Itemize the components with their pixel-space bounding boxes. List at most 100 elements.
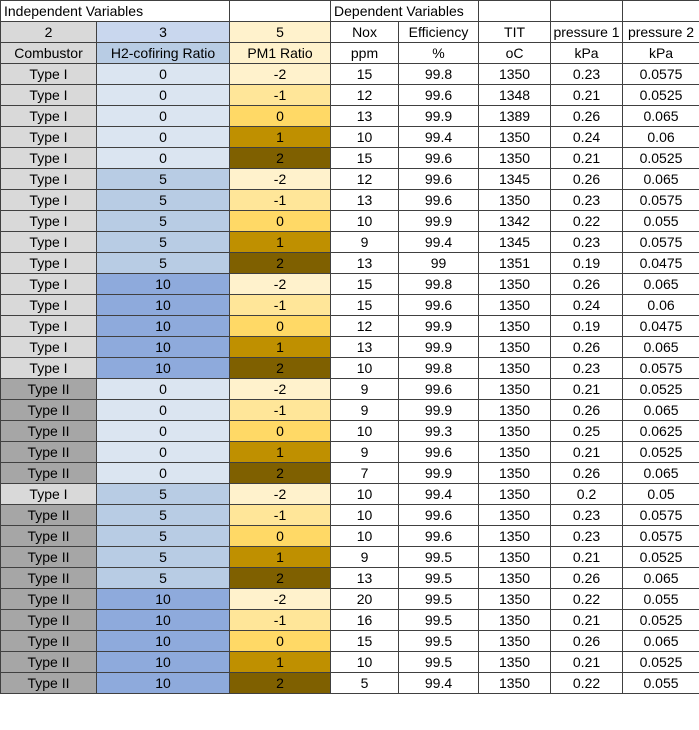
- h2-ratio-cell[interactable]: 5: [95, 210, 231, 232]
- efficiency-cell[interactable]: 99.4: [398, 672, 480, 694]
- nox-cell[interactable]: 12: [330, 84, 400, 106]
- efficiency-cell[interactable]: 99.5: [398, 588, 480, 610]
- pressure2-cell[interactable]: 0.055: [622, 210, 699, 232]
- pm1-ratio-cell[interactable]: 2: [229, 462, 332, 484]
- empty-cell[interactable]: [229, 0, 332, 22]
- tit-cell[interactable]: 1350: [478, 147, 552, 169]
- independent-variables-header-cell[interactable]: Independent Variables: [0, 0, 231, 22]
- column-header-pm1-ratio[interactable]: PM1 Ratio: [229, 42, 332, 64]
- pm1-ratio-cell[interactable]: -1: [229, 399, 332, 421]
- nox-cell[interactable]: 10: [330, 525, 400, 547]
- pressure1-cell[interactable]: 0.24: [550, 294, 624, 316]
- efficiency-cell[interactable]: 99.5: [398, 546, 480, 568]
- empty-cell[interactable]: [478, 0, 552, 22]
- combustor-cell[interactable]: Type I: [0, 126, 97, 148]
- h2-ratio-cell[interactable]: 5: [95, 504, 231, 526]
- h2-ratio-cell[interactable]: 0: [95, 462, 231, 484]
- tit-cell[interactable]: 1350: [478, 357, 552, 379]
- tit-cell[interactable]: 1350: [478, 609, 552, 631]
- efficiency-cell[interactable]: 99.9: [398, 399, 480, 421]
- efficiency-cell[interactable]: 99.6: [398, 525, 480, 547]
- pressure2-cell[interactable]: 0.0625: [622, 420, 699, 442]
- pressure1-cell[interactable]: 0.23: [550, 525, 624, 547]
- nox-cell[interactable]: 9: [330, 546, 400, 568]
- nox-cell[interactable]: 10: [330, 483, 400, 505]
- combustor-cell[interactable]: Type I: [0, 315, 97, 337]
- pm1-ratio-cell[interactable]: -1: [229, 504, 332, 526]
- tit-cell[interactable]: 1345: [478, 168, 552, 190]
- h2-ratio-cell[interactable]: 10: [95, 273, 231, 295]
- nox-cell[interactable]: 15: [330, 294, 400, 316]
- combustor-cell[interactable]: Type II: [0, 525, 97, 547]
- pressure2-cell[interactable]: 0.0525: [622, 84, 699, 106]
- combustor-cell[interactable]: Type I: [0, 357, 97, 379]
- pressure1-cell[interactable]: 0.23: [550, 231, 624, 253]
- efficiency-cell[interactable]: 99.5: [398, 630, 480, 652]
- nox-cell[interactable]: 9: [330, 441, 400, 463]
- combustor-cell[interactable]: Type II: [0, 546, 97, 568]
- pm1-ratio-cell[interactable]: 2: [229, 567, 332, 589]
- tit-cell[interactable]: 1350: [478, 504, 552, 526]
- dependent-variables-header-cell[interactable]: Dependent Variables: [330, 0, 480, 22]
- nox-cell[interactable]: 10: [330, 126, 400, 148]
- nox-cell[interactable]: 9: [330, 399, 400, 421]
- pm1-ratio-cell[interactable]: -2: [229, 168, 332, 190]
- efficiency-cell[interactable]: 99.5: [398, 567, 480, 589]
- pressure2-cell[interactable]: 0.0525: [622, 546, 699, 568]
- pm1-ratio-cell[interactable]: -2: [229, 273, 332, 295]
- h2-ratio-cell[interactable]: 0: [95, 420, 231, 442]
- pressure2-cell[interactable]: 0.0475: [622, 315, 699, 337]
- tit-cell[interactable]: 1345: [478, 231, 552, 253]
- pressure2-cell[interactable]: 0.055: [622, 672, 699, 694]
- empty-cell[interactable]: [622, 0, 699, 22]
- combustor-cell[interactable]: Type I: [0, 252, 97, 274]
- column-header-efficiency[interactable]: Efficiency: [398, 21, 480, 43]
- pressure2-cell[interactable]: 0.065: [622, 567, 699, 589]
- combustor-cell[interactable]: Type II: [0, 567, 97, 589]
- tit-cell[interactable]: 1342: [478, 210, 552, 232]
- combustor-cell[interactable]: Type II: [0, 462, 97, 484]
- efficiency-cell[interactable]: 99.4: [398, 483, 480, 505]
- pm1-ratio-cell[interactable]: -2: [229, 483, 332, 505]
- h2-ratio-cell[interactable]: 10: [95, 336, 231, 358]
- column-header-nox[interactable]: Nox: [330, 21, 400, 43]
- efficiency-cell[interactable]: 99.6: [398, 441, 480, 463]
- efficiency-cell[interactable]: 99.9: [398, 315, 480, 337]
- efficiency-cell[interactable]: 99.4: [398, 126, 480, 148]
- tit-cell[interactable]: 1350: [478, 546, 552, 568]
- tit-cell[interactable]: 1350: [478, 273, 552, 295]
- tit-cell[interactable]: 1350: [478, 189, 552, 211]
- nox-cell[interactable]: 13: [330, 105, 400, 127]
- pressure1-cell[interactable]: 0.22: [550, 672, 624, 694]
- nox-cell[interactable]: 13: [330, 252, 400, 274]
- combustor-cell[interactable]: Type I: [0, 231, 97, 253]
- pressure1-cell[interactable]: 0.26: [550, 630, 624, 652]
- pressure2-cell[interactable]: 0.0575: [622, 231, 699, 253]
- pressure1-cell[interactable]: 0.23: [550, 357, 624, 379]
- h2-ratio-cell[interactable]: 0: [95, 84, 231, 106]
- tit-cell[interactable]: 1350: [478, 420, 552, 442]
- efficiency-cell[interactable]: 99.6: [398, 504, 480, 526]
- pressure1-cell[interactable]: 0.21: [550, 441, 624, 463]
- pressure2-cell[interactable]: 0.0575: [622, 189, 699, 211]
- pressure1-cell[interactable]: 0.25: [550, 420, 624, 442]
- nox-cell[interactable]: 13: [330, 336, 400, 358]
- combustor-cell[interactable]: Type I: [0, 84, 97, 106]
- tit-cell[interactable]: 1350: [478, 567, 552, 589]
- nox-cell[interactable]: 5: [330, 672, 400, 694]
- efficiency-cell[interactable]: 99.8: [398, 63, 480, 85]
- nox-cell[interactable]: 15: [330, 273, 400, 295]
- efficiency-cell[interactable]: 99.9: [398, 462, 480, 484]
- pressure2-cell[interactable]: 0.0525: [622, 609, 699, 631]
- combustor-cell[interactable]: Type I: [0, 294, 97, 316]
- pressure2-cell[interactable]: 0.0525: [622, 441, 699, 463]
- combustor-cell[interactable]: Type II: [0, 441, 97, 463]
- efficiency-cell[interactable]: 99.3: [398, 420, 480, 442]
- efficiency-cell[interactable]: 99.6: [398, 147, 480, 169]
- pm1-ratio-cell[interactable]: 0: [229, 630, 332, 652]
- pm1-ratio-cell[interactable]: -1: [229, 609, 332, 631]
- pm1-ratio-cell[interactable]: -1: [229, 294, 332, 316]
- pressure1-cell[interactable]: 0.21: [550, 147, 624, 169]
- nox-cell[interactable]: 9: [330, 378, 400, 400]
- combustor-cell[interactable]: Type I: [0, 105, 97, 127]
